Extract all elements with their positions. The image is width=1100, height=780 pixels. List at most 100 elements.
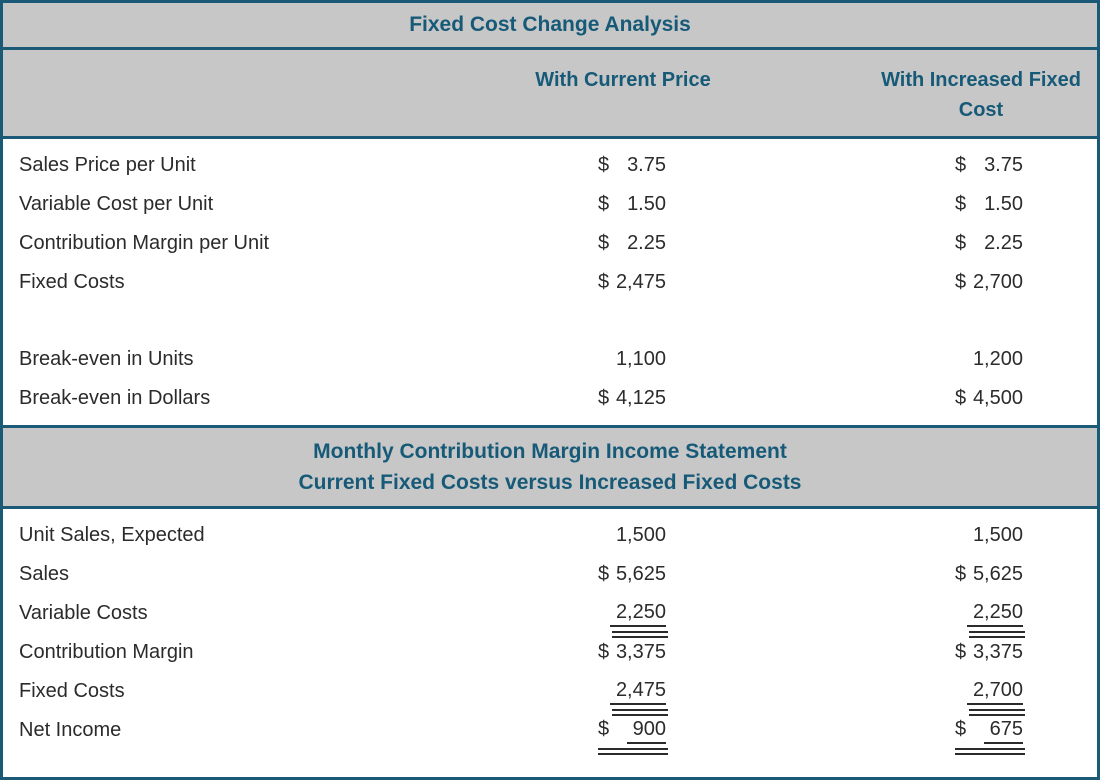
value-current-price: $900 (582, 717, 668, 755)
amount: 2,475 (609, 679, 666, 705)
value-current-price: $2,475 (582, 271, 666, 294)
value-increased-fixed-cost: $2,700 (939, 271, 1023, 294)
value-current-price: 1,500 (582, 524, 666, 547)
row-label: Sales (19, 563, 70, 585)
column-header-current-price: With Current Price (535, 69, 711, 91)
value-current-price: $2.25 (582, 232, 666, 255)
currency-symbol: $ (598, 387, 610, 409)
table-row-variable-cost-per-unit: Variable Cost per Unit $1.50 $1.50 (3, 185, 1097, 224)
statement-title-line1: Monthly Contribution Margin Income State… (313, 440, 787, 463)
value-increased-fixed-cost: 1,200 (939, 348, 1023, 371)
column-header-band: With Current Price With Increased Fixed … (3, 50, 1097, 139)
amount: 1,500 (972, 524, 1023, 546)
currency-symbol: $ (598, 232, 610, 254)
value-increased-fixed-cost: $3.75 (939, 154, 1023, 177)
value-current-price: $5,625 (582, 563, 666, 586)
currency-symbol: $ (955, 232, 967, 254)
value-current-price: 2,475 (582, 679, 668, 716)
row-label: Variable Costs (19, 602, 148, 624)
table-row-contribution-margin-per-unit: Contribution Margin per Unit $2.25 $2.25 (3, 224, 1097, 263)
currency-symbol: $ (598, 717, 610, 740)
amount: 3,375 (615, 641, 666, 663)
value-current-price: 1,100 (582, 348, 666, 371)
amount: 3.75 (984, 154, 1023, 176)
amount: 2.25 (627, 232, 666, 254)
blank-row (3, 302, 1097, 340)
currency-symbol: $ (598, 271, 610, 293)
table-row-unit-sales-expected: Unit Sales, Expected 1,500 1,500 (3, 516, 1097, 555)
amount: 1,500 (615, 524, 666, 546)
table-row-fixed-costs-statement: Fixed Costs 2,475 2,700 (3, 672, 1097, 716)
row-label: Break-even in Dollars (19, 387, 211, 409)
table-row-break-even-in-units: Break-even in Units 1,100 1,200 (3, 340, 1097, 379)
table-row-break-even-in-dollars: Break-even in Dollars $4,125 $4,500 (3, 379, 1097, 418)
table-title-band: Fixed Cost Change Analysis (3, 3, 1097, 50)
currency-symbol: $ (955, 154, 967, 176)
amount: 4,125 (615, 387, 666, 409)
row-label: Contribution Margin (19, 641, 194, 663)
table-row-variable-costs: Variable Costs 2,250 2,250 (3, 594, 1097, 638)
amount: 5,625 (972, 563, 1023, 585)
amount: 3.75 (627, 154, 666, 176)
value-increased-fixed-cost: 1,500 (939, 524, 1023, 547)
row-label: Sales Price per Unit (19, 154, 196, 176)
currency-symbol: $ (955, 641, 967, 663)
value-increased-fixed-cost: $1.50 (939, 193, 1023, 216)
amount: 900 (626, 718, 666, 744)
value-increased-fixed-cost: $5,625 (939, 563, 1023, 586)
amount: 1,100 (615, 348, 666, 370)
value-increased-fixed-cost: 2,250 (939, 601, 1025, 638)
value-increased-fixed-cost: 2,700 (939, 679, 1025, 716)
currency-symbol: $ (955, 717, 967, 740)
column-header-increased-fixed-cost: With Increased Fixed Cost (881, 69, 1081, 121)
currency-symbol: $ (598, 193, 610, 215)
amount: 2,250 (609, 601, 666, 627)
row-label: Fixed Costs (19, 271, 125, 293)
amount: 1.50 (627, 193, 666, 215)
amount: 1.50 (984, 193, 1023, 215)
currency-symbol: $ (955, 193, 967, 215)
amount: 2,700 (972, 271, 1023, 293)
table-row-contribution-margin: Contribution Margin $3,375 $3,375 (3, 633, 1097, 672)
value-current-price: $4,125 (582, 387, 666, 410)
table-row-net-income: Net Income $900 $675 (3, 711, 1097, 755)
value-current-price: $1.50 (582, 193, 666, 216)
income-statement-section: Unit Sales, Expected 1,500 1,500 Sales $… (3, 509, 1097, 777)
table-row-sales-price-per-unit: Sales Price per Unit $3.75 $3.75 (3, 146, 1097, 185)
currency-symbol: $ (955, 563, 967, 585)
value-increased-fixed-cost: $4,500 (939, 387, 1023, 410)
amount: 3,375 (972, 641, 1023, 663)
value-increased-fixed-cost: $2.25 (939, 232, 1023, 255)
amount: 2.25 (984, 232, 1023, 254)
amount: 675 (983, 718, 1023, 744)
currency-symbol: $ (955, 271, 967, 293)
amount: 2,700 (966, 679, 1023, 705)
amount: 2,475 (615, 271, 666, 293)
row-label: Variable Cost per Unit (19, 193, 214, 215)
value-increased-fixed-cost: $675 (939, 717, 1025, 755)
row-label: Net Income (19, 719, 122, 741)
amount: 5,625 (615, 563, 666, 585)
amount: 1,200 (972, 348, 1023, 370)
value-increased-fixed-cost: $3,375 (939, 641, 1023, 664)
analysis-section: Sales Price per Unit $3.75 $3.75 Variabl… (3, 139, 1097, 425)
row-label: Break-even in Units (19, 348, 194, 370)
currency-symbol: $ (955, 387, 967, 409)
row-label: Contribution Margin per Unit (19, 232, 270, 254)
amount: 4,500 (972, 387, 1023, 409)
amount: 2,250 (966, 601, 1023, 627)
row-label: Fixed Costs (19, 680, 125, 702)
row-label: Unit Sales, Expected (19, 524, 205, 546)
value-current-price: $3,375 (582, 641, 666, 664)
statement-title-line2: Current Fixed Costs versus Increased Fix… (298, 471, 802, 494)
currency-symbol: $ (598, 154, 610, 176)
table-row-fixed-costs: Fixed Costs $2,475 $2,700 (3, 263, 1097, 302)
currency-symbol: $ (598, 641, 610, 663)
statement-title-band: Monthly Contribution Margin Income State… (3, 425, 1097, 509)
table-row-sales: Sales $5,625 $5,625 (3, 555, 1097, 594)
value-current-price: 2,250 (582, 601, 668, 638)
currency-symbol: $ (598, 563, 610, 585)
table-title: Fixed Cost Change Analysis (409, 13, 691, 36)
value-current-price: $3.75 (582, 154, 666, 177)
